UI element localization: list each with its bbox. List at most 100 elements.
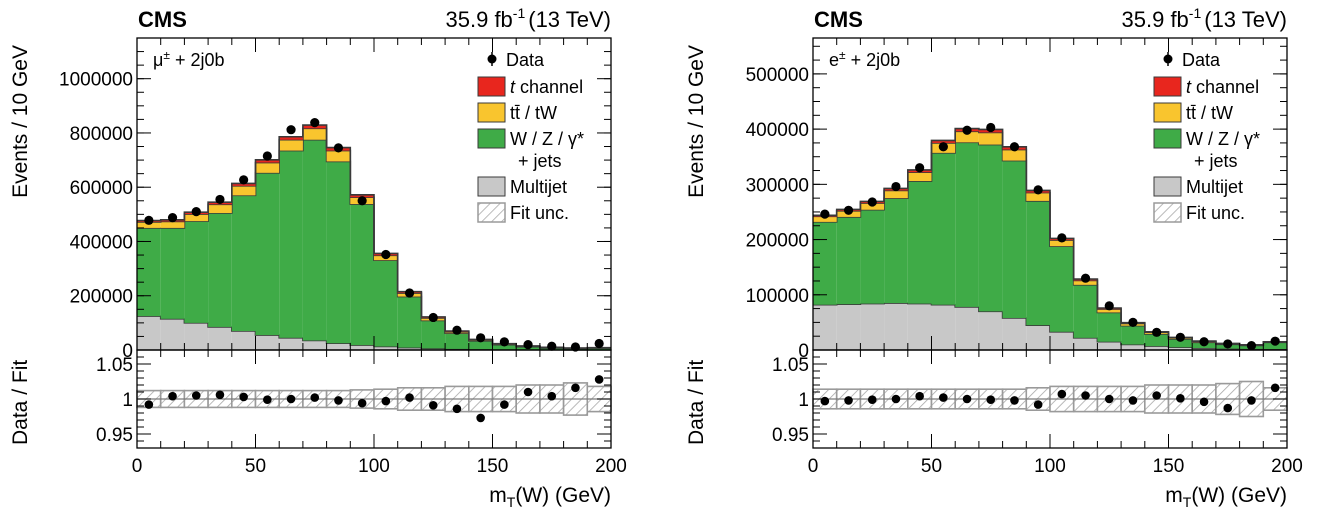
legend-ttbar-swatch [477, 102, 506, 123]
legend-multijet-swatch [1153, 176, 1182, 197]
bar-wz-jets [1026, 200, 1050, 326]
ratio-point [571, 383, 580, 393]
bar-wz-jets [1121, 325, 1145, 345]
ratio-point [962, 394, 972, 404]
bar-wz-jets [1073, 284, 1098, 338]
legend: Data t channel tt̄ / tW W / Z / γ* + jet… [477, 50, 584, 223]
legend-tchannel-swatch [1153, 76, 1182, 97]
bar-t-channel [231, 183, 256, 186]
ratio-point [310, 393, 320, 402]
x-tick-label: 150 [1153, 456, 1185, 477]
bar-wz-jets [1144, 333, 1169, 347]
legend-wz-swatch [1153, 128, 1182, 149]
data-point [867, 197, 877, 207]
legend-multijet-label: Multijet [510, 177, 567, 197]
bar-multijet [208, 326, 232, 350]
y-axis-title: Events / 10 GeV [9, 45, 32, 198]
bar-t-channel [279, 136, 303, 140]
bar-multijet [1168, 347, 1193, 350]
ratio-plot: 0 50 100 150 200 0.95 1 1.05 [96, 349, 627, 477]
legend-wz-label-2: + jets [518, 151, 562, 171]
ratio-point [452, 404, 462, 414]
x-tick-label: 100 [1034, 456, 1066, 477]
data-point [452, 325, 462, 335]
data-point [262, 151, 272, 161]
data-point [239, 175, 249, 185]
bar-ttbar-tw [137, 221, 161, 228]
legend-tchannel-label: t channel [510, 77, 583, 97]
bar-multijet [1097, 341, 1122, 350]
legend-multijet-label: Multijet [1186, 177, 1243, 197]
legend-multijet-swatch [477, 176, 506, 197]
ratio-point [381, 396, 391, 406]
data-point [915, 163, 925, 173]
ratio-point [191, 391, 201, 400]
ratio-point [1247, 396, 1256, 405]
bar-multijet [860, 303, 885, 350]
bar-wz-jets [350, 204, 374, 346]
data-point [843, 205, 854, 215]
legend-wz-label-1: W / Z / γ* [510, 129, 584, 149]
y-tick-label: 200000 [746, 231, 809, 252]
ratio-point [867, 395, 877, 405]
y-tick-label: 400000 [746, 120, 809, 141]
bar-multijet [421, 348, 446, 350]
ratio-point [500, 400, 509, 409]
bar-wz-jets [326, 161, 351, 344]
data-point [523, 339, 533, 350]
legend-data-label: Data [1182, 50, 1221, 70]
bar-wz-jets [907, 181, 932, 304]
data-point [499, 337, 509, 347]
ratio-plot: 0 50 100 150 200 0.95 1 1.05 [772, 349, 1303, 477]
bar-ttbar-tw [978, 132, 1003, 145]
bar-wz-jets [860, 209, 885, 304]
data-point [1009, 142, 1020, 152]
bar-wz-jets [279, 150, 303, 338]
legend: Data t channel tt̄ / tW W / Z / γ* + jet… [1153, 50, 1260, 223]
data-point [1175, 332, 1185, 342]
ratio-point [168, 391, 177, 401]
ratio-y-axis-title: Data / Fit [9, 360, 32, 445]
bar-ttbar-tw [255, 162, 280, 173]
ratio-point [1033, 400, 1043, 409]
bar-multijet [931, 304, 956, 350]
region-label: μ± + 2j0b [153, 48, 225, 70]
bar-multijet [255, 335, 280, 350]
legend-wz-swatch [477, 128, 506, 149]
legend-ttbar-label: tt̄ / tW [1186, 103, 1233, 123]
bar-wz-jets [492, 344, 517, 350]
data-point [986, 122, 996, 133]
data-point [310, 118, 320, 128]
data-point [191, 207, 201, 217]
bar-multijet [137, 316, 161, 350]
bar-wz-jets [160, 227, 185, 319]
ratio-point [357, 398, 367, 408]
bar-multijet [907, 303, 932, 350]
bar-multijet [326, 343, 351, 350]
y-tick-label: 0 [122, 341, 133, 362]
bar-wz-jets [978, 144, 1003, 312]
ratio-point [1223, 403, 1233, 413]
ratio-point [286, 394, 296, 404]
bar-ttbar-tw [279, 139, 303, 151]
bar-t-channel [255, 159, 280, 163]
data-point [1128, 317, 1138, 327]
data-point [962, 125, 972, 135]
bar-wz-jets [208, 212, 232, 327]
bar-multijet [374, 346, 398, 350]
data-point [1080, 273, 1091, 283]
bar-wz-jets [836, 216, 861, 305]
bar-wz-jets [1050, 246, 1074, 332]
ratio-point [263, 395, 272, 405]
x-axis-title: mT(W) (GeV) [1165, 484, 1287, 510]
data-point [1104, 301, 1114, 311]
legend-ttbar-swatch [1153, 102, 1182, 123]
y-axis-title: Events / 10 GeV [685, 45, 708, 198]
ratio-point [1152, 391, 1161, 400]
x-tick-label: 0 [808, 456, 819, 477]
bar-ttbar-tw [1026, 192, 1050, 201]
data-point [1270, 336, 1280, 346]
bar-multijet [884, 303, 908, 350]
bar-ttbar-tw [907, 172, 932, 182]
